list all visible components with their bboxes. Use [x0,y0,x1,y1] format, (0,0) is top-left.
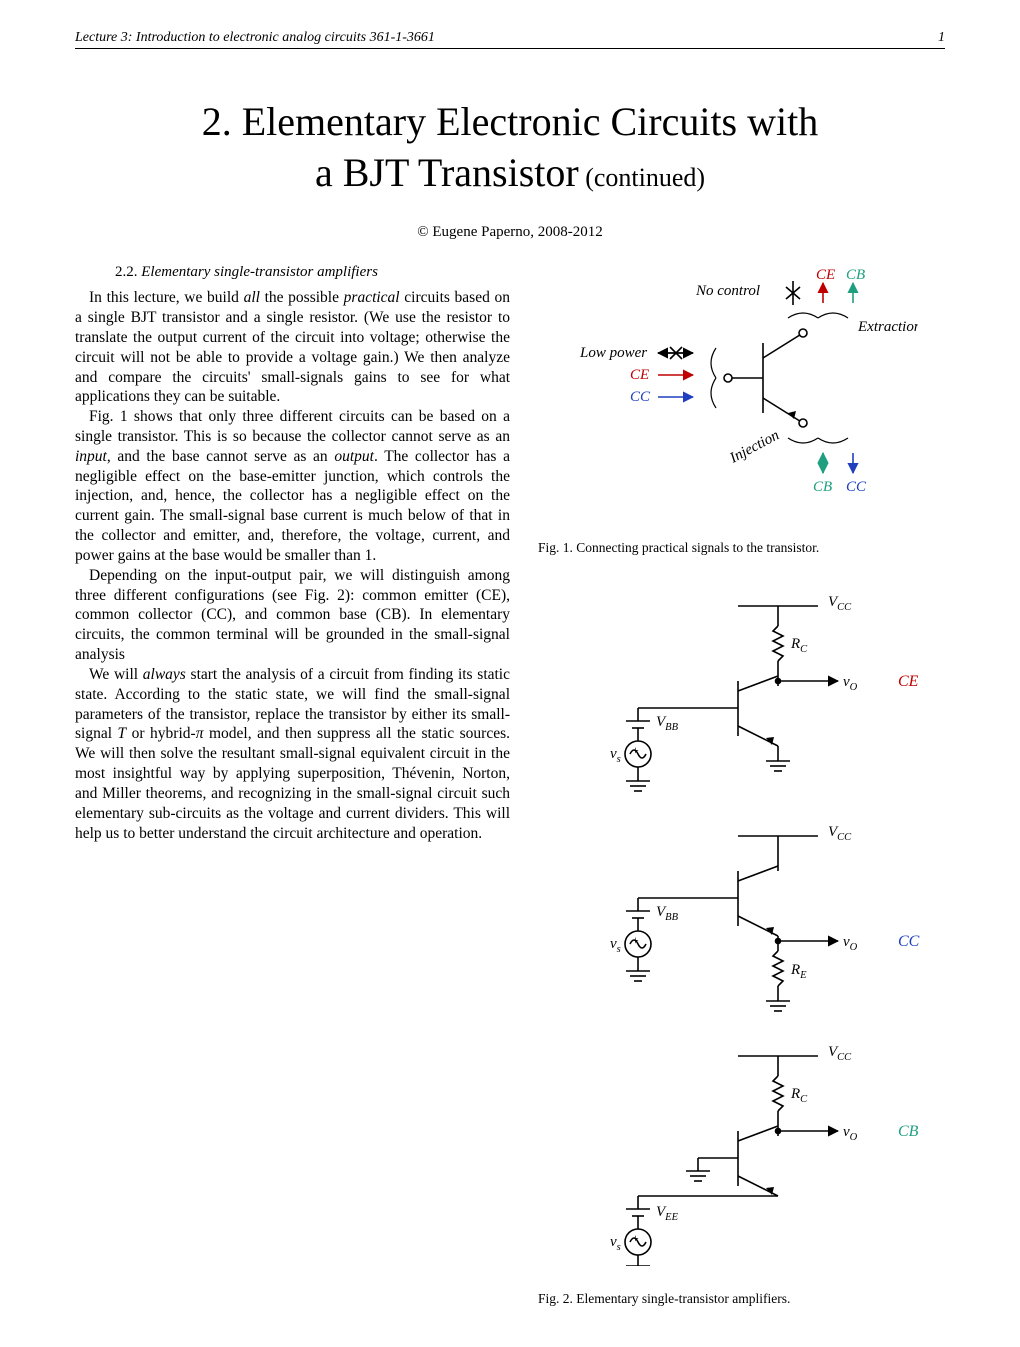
fig1-caption: Fig. 1. Connecting practical signals to … [538,540,945,556]
paragraph-4: We will always start the analysis of a c… [75,665,510,843]
svg-text:vO: vO [843,674,858,693]
columns: 2.2. Elementary single-transistor amplif… [75,263,945,1307]
fig1-cc-in: CC [630,389,651,405]
section-title: Elementary single-transistor amplifiers [141,264,378,280]
fig2-ce-label: CE [898,673,919,690]
paragraph-2: Fig. 1 shows that only three different c… [75,407,510,566]
fig2-cc-label: CC [898,933,920,950]
svg-text:RC: RC [790,636,808,655]
svg-text:+: + [632,1231,639,1245]
fig2-caption: Fig. 2. Elementary single-transistor amp… [538,1291,945,1307]
left-column: 2.2. Elementary single-transistor amplif… [75,263,510,1307]
svg-text:VCC: VCC [828,1044,852,1063]
svg-text:VEE: VEE [656,1204,679,1223]
fig2-svg: + VCC RC vO VBB vs CE [538,586,938,1266]
title-tail: (continued) [579,163,705,192]
fig1-svg: No control CE CB Extraction [538,263,918,523]
section-num: 2.2. [115,264,138,280]
paragraph-1: In this lecture, we build all the possib… [75,288,510,407]
svg-text:+: + [632,933,639,947]
fig1-injection: Injection [726,427,781,467]
page-number: 1 [938,30,945,46]
svg-text:RC: RC [790,1086,808,1105]
page-header: Lecture 3: Introduction to electronic an… [75,30,945,49]
svg-text:VCC: VCC [828,824,852,843]
fig1-cb-bot: CB [813,479,832,495]
section-heading: 2.2. Elementary single-transistor amplif… [115,263,510,282]
svg-text:+: + [632,743,639,757]
svg-text:VCC: VCC [828,594,852,613]
figure-2: + VCC RC vO VBB vs CE [538,586,945,1307]
doc-title-line2: a BJT Transistor (continued) [75,149,945,196]
svg-text:vs: vs [610,1234,621,1253]
fig1-cb-top: CB [846,267,865,283]
doc-title-line1: 2. Elementary Electronic Circuits with [75,99,945,145]
svg-text:vO: vO [843,934,858,953]
fig1-ce-in: CE [630,367,649,383]
fig1-ce-top: CE [816,267,835,283]
fig1-extraction: Extraction [857,319,918,335]
svg-text:VBB: VBB [656,714,679,733]
fig2-cb-label: CB [898,1123,919,1140]
title-main: a BJT Transistor [315,150,579,195]
svg-text:vs: vs [610,746,621,765]
svg-text:vO: vO [843,1124,858,1143]
fig1-low-power: Low power [579,345,647,361]
svg-text:RE: RE [790,962,807,981]
copyright: © Eugene Paperno, 2008-2012 [75,224,945,241]
figure-1: No control CE CB Extraction [538,263,945,556]
header-left: Lecture 3: Introduction to electronic an… [75,30,435,46]
right-column: No control CE CB Extraction [538,263,945,1307]
svg-text:VBB: VBB [656,904,679,923]
fig1-cc-bot: CC [846,479,867,495]
svg-text:vs: vs [610,936,621,955]
page: Lecture 3: Introduction to electronic an… [0,0,1020,1347]
paragraph-3: Depending on the input-output pair, we w… [75,566,510,665]
fig1-no-control: No control [695,283,760,299]
